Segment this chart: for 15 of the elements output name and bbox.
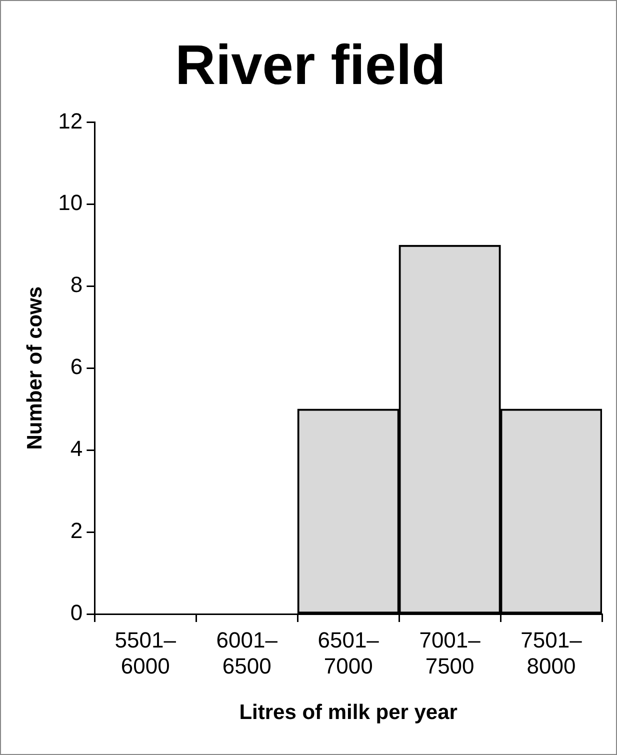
y-tick-label: 6 (70, 354, 83, 380)
x-tick-label: 7001–7500 (419, 627, 482, 679)
y-tick-label: 8 (70, 272, 83, 298)
y-tick-label: 12 (58, 108, 83, 134)
y-tick-label: 2 (70, 518, 83, 544)
x-tick-label: 6001–6500 (216, 627, 278, 679)
chart-title: River field (175, 33, 446, 96)
y-axis-title: Number of cows (23, 286, 46, 450)
x-axis-title: Litres of milk per year (239, 701, 458, 724)
x-tick-label: 6501–7000 (318, 627, 380, 679)
y-tick-label: 10 (58, 190, 83, 216)
x-tick-label: 7501–8000 (520, 627, 583, 679)
x-tick-label: 5501–6000 (114, 627, 177, 679)
y-tick-label: 0 (70, 600, 83, 626)
y-tick-label: 4 (70, 436, 83, 462)
